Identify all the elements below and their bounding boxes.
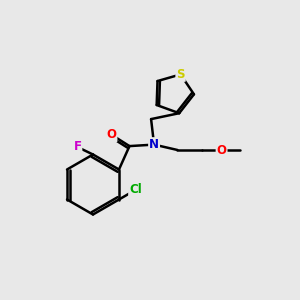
Text: S: S: [176, 68, 185, 81]
Text: O: O: [217, 143, 226, 157]
Text: F: F: [74, 140, 81, 154]
Text: Cl: Cl: [129, 183, 142, 196]
Text: O: O: [106, 128, 116, 141]
Text: N: N: [149, 138, 159, 151]
